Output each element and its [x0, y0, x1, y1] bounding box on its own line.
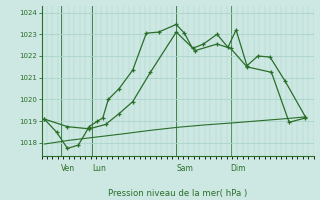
- Text: Sam: Sam: [176, 164, 193, 173]
- Text: Dim: Dim: [231, 164, 246, 173]
- Text: Ven: Ven: [61, 164, 75, 173]
- Text: Lun: Lun: [92, 164, 106, 173]
- Text: Pression niveau de la mer( hPa ): Pression niveau de la mer( hPa ): [108, 189, 247, 198]
